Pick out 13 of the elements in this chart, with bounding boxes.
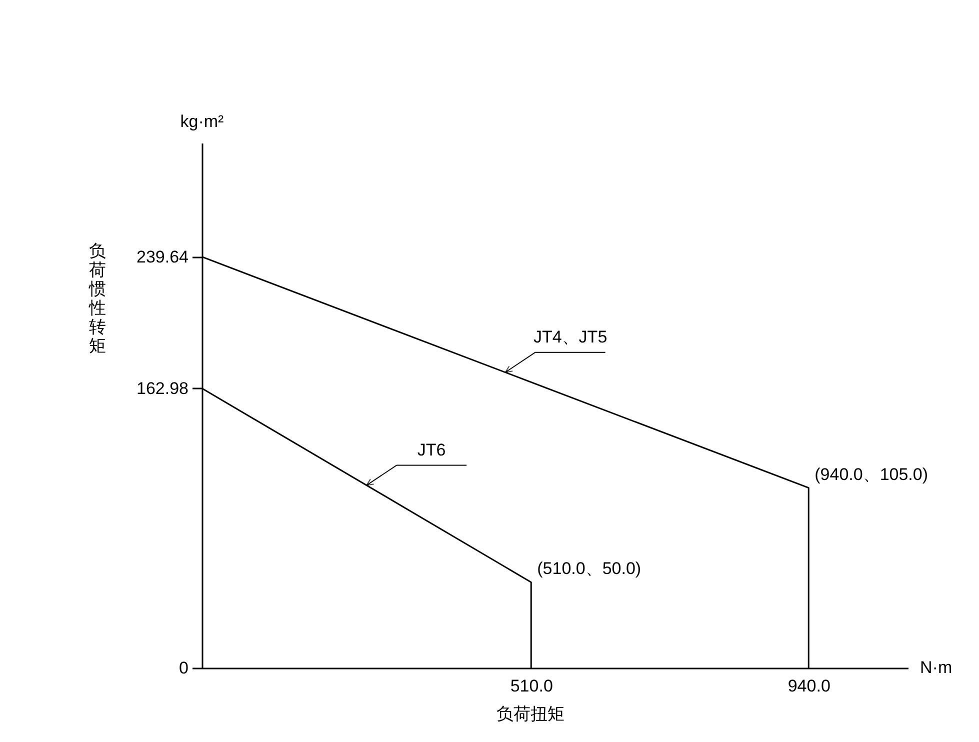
- text: N·m: [920, 658, 952, 677]
- annotation: (510.0、50.0): [537, 559, 642, 578]
- y-tick-label: 0: [179, 658, 188, 678]
- text: JT4、JT5: [533, 327, 608, 346]
- y-tick-label: 239.64: [136, 247, 188, 266]
- x-tick-label: 940.0: [788, 676, 830, 696]
- annotation: (940.0、105.0): [814, 464, 928, 484]
- text: kg·m²: [180, 112, 224, 131]
- y-tick-label: 162.98: [136, 378, 188, 398]
- x-axis-title: 负荷扭矩: [496, 704, 564, 724]
- text: JT6: [417, 440, 446, 460]
- y-axis-title: 负荷惯性转矩: [88, 242, 106, 356]
- x-tick-label: 510.0: [510, 676, 553, 696]
